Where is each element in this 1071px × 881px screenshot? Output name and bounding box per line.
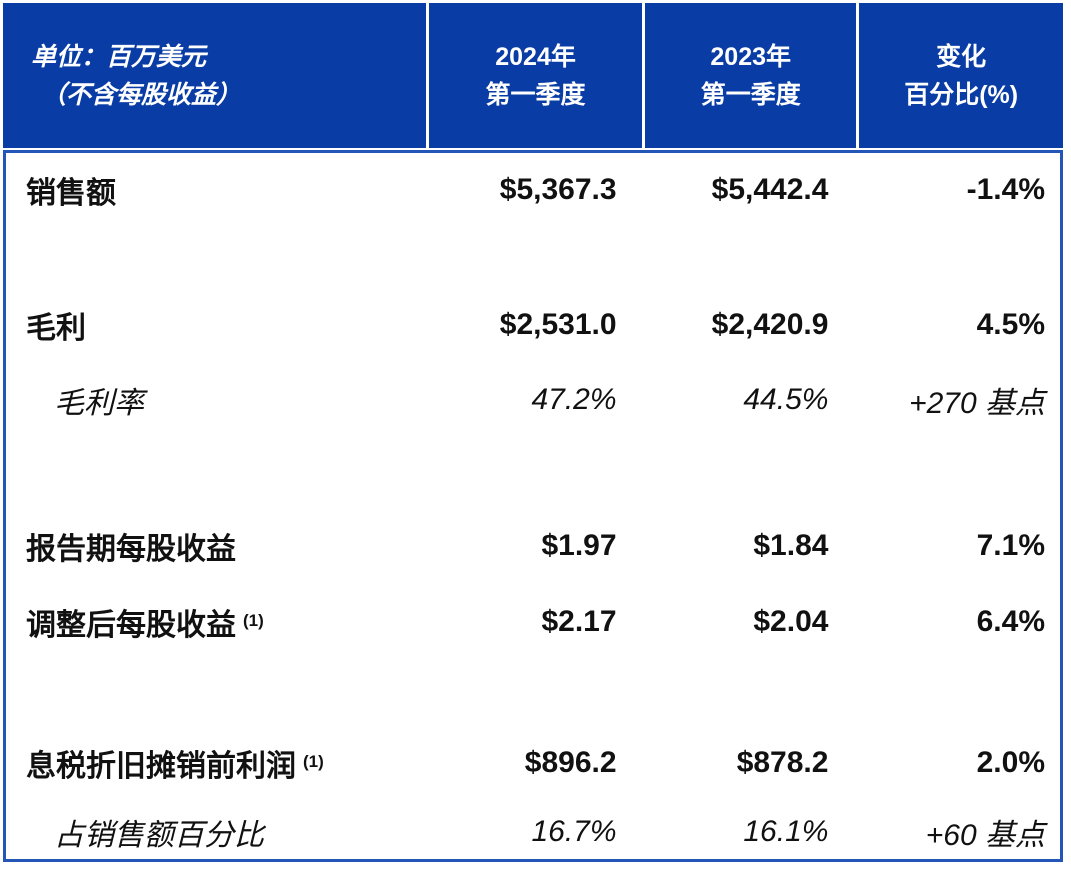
- row-label: 报告期每股收益: [6, 524, 427, 568]
- table-row-reported-eps: 报告期每股收益 $1.97 $1.84 7.1%: [6, 521, 1060, 571]
- row-label: 毛利: [6, 303, 427, 347]
- value-2024: 16.7%: [531, 815, 617, 848]
- table-header-row: 单位：百万美元 （不含每股收益） 2024年 第一季度 2023年 第一季度 变…: [3, 3, 1063, 148]
- value-change: 7.1%: [976, 529, 1045, 562]
- col-change-line2: 百分比(%): [904, 80, 1019, 109]
- row-label-text: 报告期每股收益: [26, 533, 236, 566]
- row-label: 调整后每股收益 (1): [6, 600, 427, 644]
- col-2024-quarter: 第一季度: [485, 80, 586, 109]
- col-2024-year: 2024年: [495, 42, 576, 71]
- footnote-marker: (1): [243, 611, 264, 630]
- row-label: 毛利率: [6, 378, 427, 422]
- column-header-change-pct: 变化 百分比(%): [856, 3, 1063, 148]
- unit-header-cell: 单位：百万美元 （不含每股收益）: [3, 3, 426, 148]
- value-change: 4.5%: [976, 308, 1045, 341]
- table-row-pct-of-sales: 占销售额百分比 16.7% 16.1% +60 基点: [6, 807, 1060, 857]
- row-label-text: 毛利率: [54, 387, 144, 420]
- col-2023-year: 2023年: [710, 42, 792, 71]
- value-2024: $2.17: [541, 605, 617, 638]
- row-label-text: 销售额: [26, 177, 116, 210]
- value-2023: $5,442.4: [711, 173, 829, 206]
- unit-line1: 单位：百万美元: [31, 42, 207, 71]
- unit-line2: （不含每股收益）: [41, 80, 242, 109]
- row-label: 占销售额百分比: [6, 810, 427, 854]
- value-change: 6.4%: [976, 605, 1045, 638]
- row-label-text: 毛利: [26, 312, 86, 345]
- row-label-text: 息税折旧摊销前利润: [26, 750, 296, 783]
- value-2024: 47.2%: [531, 383, 617, 416]
- financial-results-table: 单位：百万美元 （不含每股收益） 2024年 第一季度 2023年 第一季度 变…: [3, 3, 1063, 862]
- value-2023: 44.5%: [743, 383, 829, 416]
- col-2023-quarter: 第一季度: [700, 80, 801, 109]
- value-2024: $2,531.0: [499, 308, 617, 341]
- value-2023: $878.2: [736, 746, 829, 779]
- row-label: 销售额: [6, 168, 427, 212]
- column-header-2023-q1: 2023年 第一季度: [642, 3, 856, 148]
- table-row-gross-profit: 毛利 $2,531.0 $2,420.9 4.5%: [6, 300, 1060, 350]
- value-2024: $5,367.3: [499, 173, 617, 206]
- value-2024: $1.97: [541, 529, 617, 562]
- table-row-sales: 销售额 $5,367.3 $5,442.4 -1.4%: [6, 165, 1060, 215]
- row-label-text: 占销售额百分比: [54, 819, 264, 852]
- value-change: 2.0%: [976, 746, 1045, 779]
- table-body: 销售额 $5,367.3 $5,442.4 -1.4% 毛利 $2,531.0 …: [3, 150, 1063, 862]
- value-2023: $2,420.9: [711, 308, 829, 341]
- column-header-2024-q1: 2024年 第一季度: [425, 3, 642, 148]
- row-label-text: 调整后每股收益: [26, 609, 236, 642]
- footnote-marker: (1): [303, 752, 324, 771]
- table-row-gross-margin: 毛利率 47.2% 44.5% +270 基点: [6, 375, 1060, 425]
- row-label: 息税折旧摊销前利润 (1): [6, 741, 427, 785]
- value-2024: $896.2: [524, 746, 617, 779]
- value-2023: 16.1%: [743, 815, 829, 848]
- table-row-ebitda: 息税折旧摊销前利润 (1) $896.2 $878.2 2.0%: [6, 738, 1060, 788]
- value-change: +270 基点: [909, 387, 1045, 420]
- col-change-line1: 变化: [936, 42, 987, 71]
- value-2023: $2.04: [753, 605, 829, 638]
- value-change: -1.4%: [966, 173, 1045, 206]
- table-row-adjusted-eps: 调整后每股收益 (1) $2.17 $2.04 6.4%: [6, 597, 1060, 647]
- value-2023: $1.84: [753, 529, 829, 562]
- value-change: +60 基点: [925, 819, 1045, 852]
